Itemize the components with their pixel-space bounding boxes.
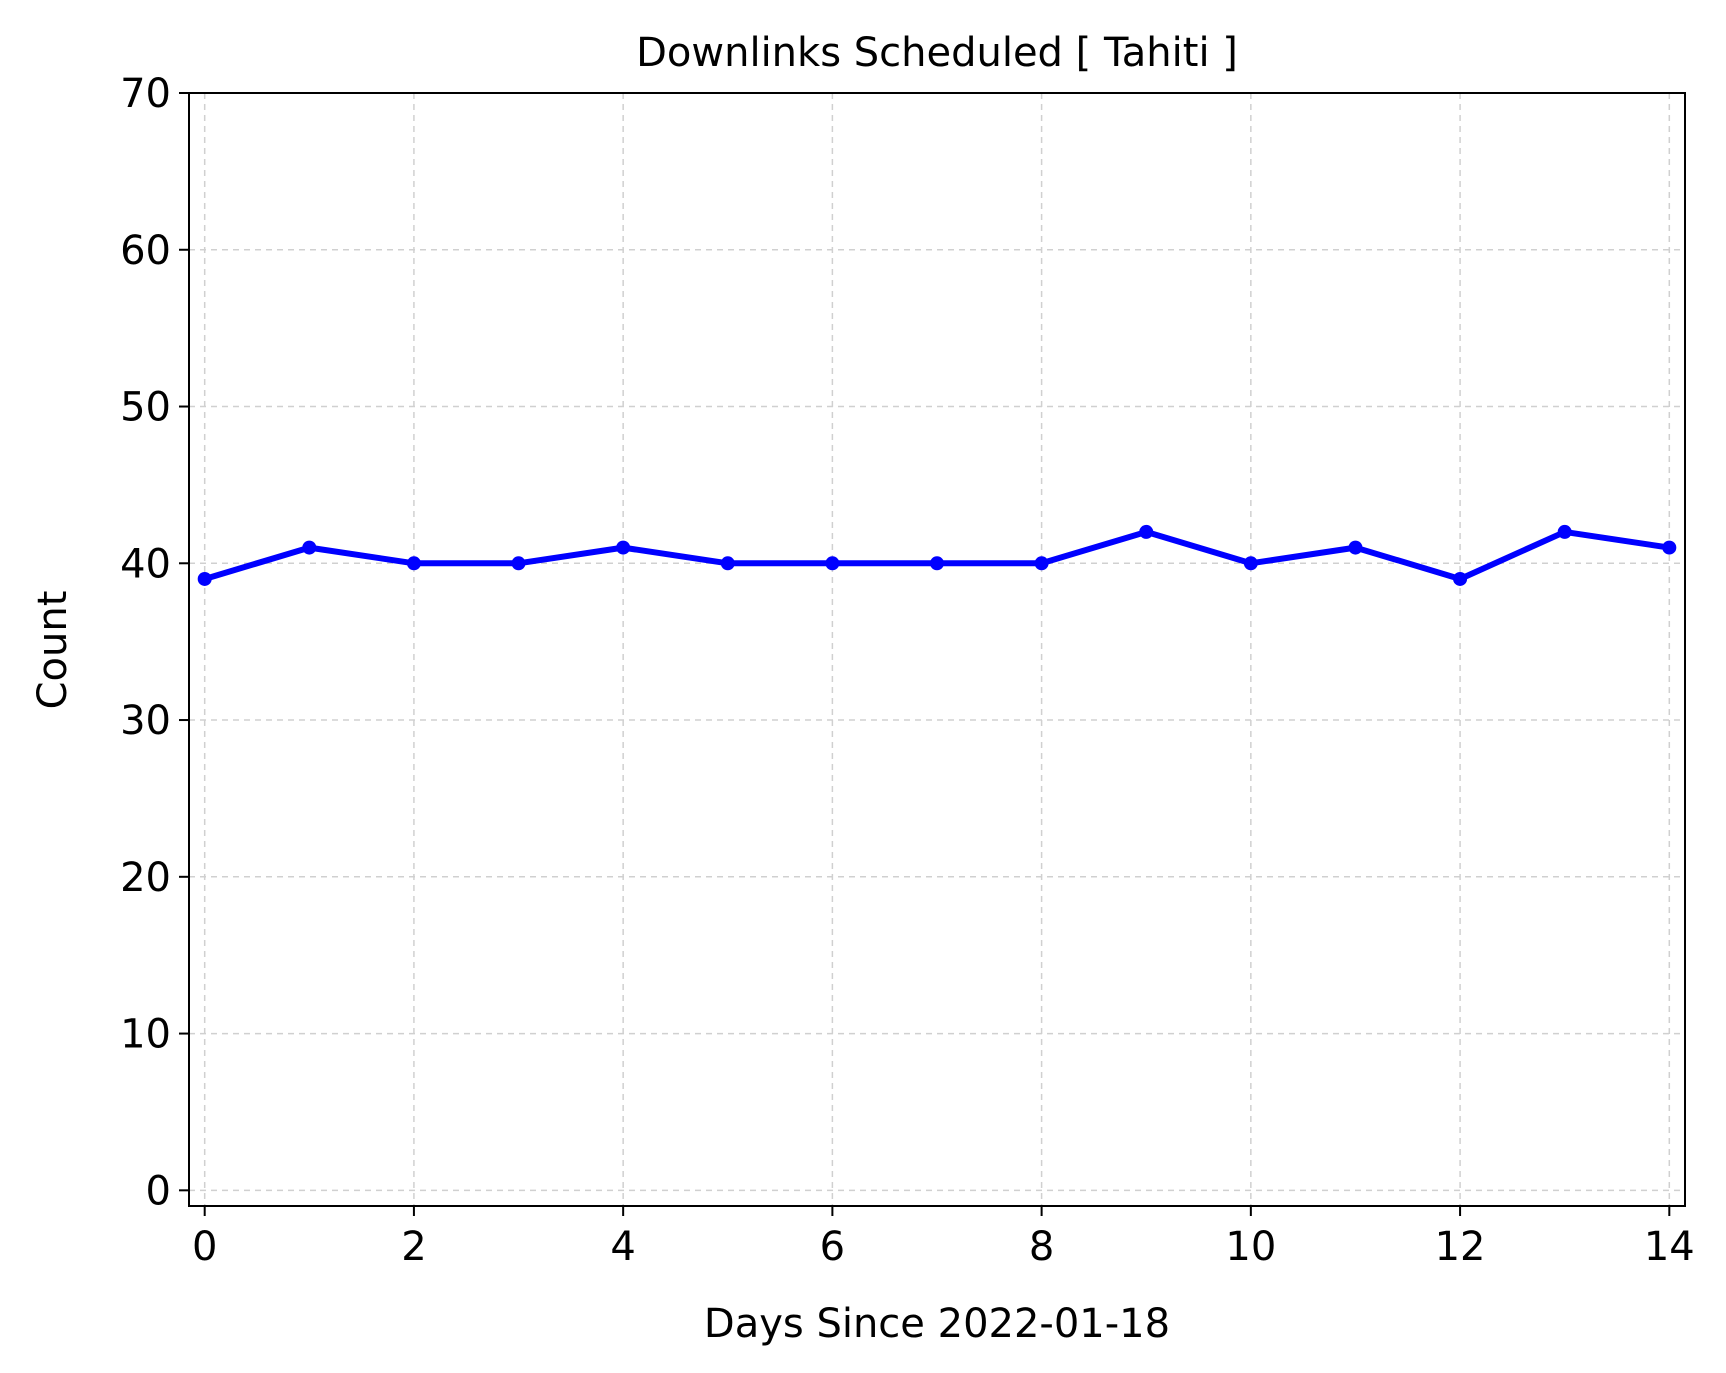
data-point xyxy=(1139,524,1154,539)
y-axis-label: Count xyxy=(30,591,76,710)
y-axis: 0 10 20 30 40 50 60 70 xyxy=(120,71,189,1214)
x-tick-label: 0 xyxy=(192,1224,217,1270)
x-tick-label: 4 xyxy=(610,1224,635,1270)
data-point xyxy=(930,556,944,571)
x-axis-label: Days Since 2022-01-18 xyxy=(704,1301,1170,1347)
series-line xyxy=(201,528,1673,582)
x-tick-label: 8 xyxy=(1029,1224,1054,1270)
x-axis: 0 2 4 6 8 10 12 14 xyxy=(192,1206,1695,1270)
x-tick-label: 6 xyxy=(820,1224,845,1270)
data-point xyxy=(616,540,631,555)
data-point xyxy=(1453,571,1468,586)
data-point xyxy=(1243,556,1258,571)
y-tick-label: 70 xyxy=(120,71,171,117)
y-tick-label: 30 xyxy=(120,698,171,744)
data-point xyxy=(302,540,317,555)
x-tick-label: 10 xyxy=(1225,1224,1276,1270)
series-layer xyxy=(197,524,1677,586)
data-point xyxy=(720,556,735,571)
y-tick-label: 50 xyxy=(120,385,171,431)
y-tick-label: 20 xyxy=(120,855,171,901)
axes-frame xyxy=(188,92,1686,1207)
x-tick-label: 2 xyxy=(401,1224,426,1270)
y-tick-label: 40 xyxy=(120,541,171,587)
y-tick-label: 60 xyxy=(120,228,171,274)
y-tick-label: 10 xyxy=(120,1012,171,1058)
data-point xyxy=(1662,540,1677,555)
x-tick-label: 14 xyxy=(1644,1224,1695,1270)
y-tick-label: 0 xyxy=(146,1168,171,1214)
data-point xyxy=(1557,524,1572,539)
data-point xyxy=(511,556,526,571)
data-point xyxy=(406,556,421,571)
chart-title: Downlinks Scheduled [ Tahiti ] xyxy=(636,30,1238,76)
grid xyxy=(189,92,1685,1206)
x-tick-label: 12 xyxy=(1435,1224,1486,1270)
data-point xyxy=(1034,556,1049,571)
data-point xyxy=(1348,540,1363,555)
data-point xyxy=(825,556,840,571)
data-point xyxy=(197,571,212,586)
